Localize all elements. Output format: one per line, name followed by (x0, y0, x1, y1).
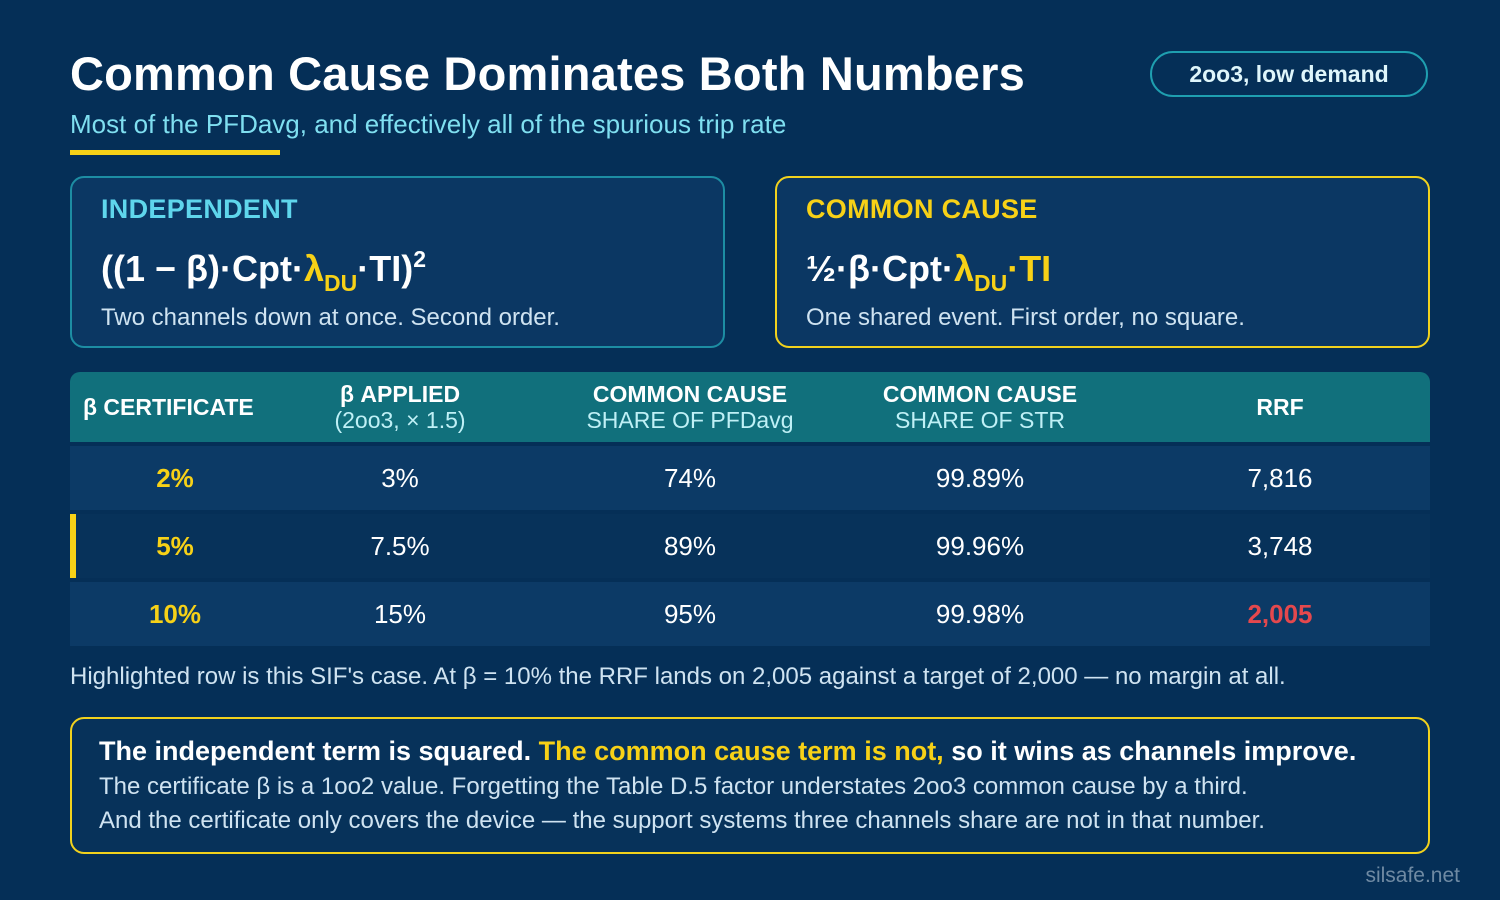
table-cell: 99.96% (935, 530, 1025, 561)
scenario-badge: 2oo3, low demand (1150, 51, 1428, 97)
common-cause-card: COMMON CAUSE ½·β·Cpt·λDU·TI One shared e… (775, 176, 1430, 348)
column-header-cc-str: COMMON CAUSE SHARE OF STR (882, 380, 1078, 433)
table-cell: 10% (148, 598, 202, 629)
common-cause-description: One shared event. First order, no square… (806, 304, 1245, 331)
table-cell: 2% (156, 462, 194, 493)
table-cell: 95% (663, 598, 717, 629)
table-cell: 15% (373, 598, 427, 629)
table-cell: 89% (663, 530, 717, 561)
lambda-symbol: λDU (303, 248, 358, 296)
independent-formula: ((1 − β)·Cpt·λDU·TI)2 (101, 246, 426, 296)
callout-lead: The independent term is squared. The com… (99, 736, 1357, 766)
table-cell: 74% (663, 462, 717, 493)
table-row-highlighted: 5% 7.5% 89% 99.96% 3,748 (70, 514, 1430, 578)
table-cell: 3% (381, 462, 419, 493)
common-cause-card-title: COMMON CAUSE (806, 194, 1038, 224)
page-title: Common Cause Dominates Both Numbers (70, 47, 1025, 100)
table-cell-warning: 2,005 (1247, 598, 1313, 629)
column-header-beta-certificate: β CERTIFICATE (83, 393, 254, 420)
table-cell: 7,816 (1247, 462, 1313, 493)
table-row: 2% 3% 74% 99.89% 7,816 (70, 446, 1430, 510)
independent-description: Two channels down at once. Second order. (101, 304, 560, 331)
table-cell: 5% (156, 530, 194, 561)
table-cell: 3,748 (1247, 530, 1313, 561)
title-underline (70, 150, 280, 155)
page-subtitle: Most of the PFDavg, and effectively all … (70, 109, 787, 139)
watermark: silsafe.net (1365, 864, 1460, 887)
table-row: 10% 15% 95% 99.98% 2,005 (70, 582, 1430, 646)
independent-card: INDEPENDENT ((1 − β)·Cpt·λDU·TI)2 Two ch… (70, 176, 725, 348)
table-cell: 99.89% (935, 462, 1025, 493)
callout-line-1: The certificate β is a 1oo2 value. Forge… (99, 773, 1248, 800)
column-header-beta-applied: β APPLIED (2oo3, × 1.5) (334, 380, 466, 433)
table-cell: 99.98% (935, 598, 1025, 629)
lambda-symbol: λDU (953, 248, 1008, 296)
independent-card-title: INDEPENDENT (101, 194, 298, 224)
common-cause-formula: ½·β·Cpt·λDU·TI (806, 248, 1052, 296)
column-header-cc-pfd: COMMON CAUSE SHARE OF PFDavg (586, 380, 794, 433)
table-note: Highlighted row is this SIF's case. At β… (70, 663, 1286, 690)
column-header-rrf: RRF (1256, 393, 1304, 420)
table-cell: 7.5% (370, 530, 430, 561)
beta-table: β CERTIFICATE β APPLIED (2oo3, × 1.5) CO… (70, 372, 1430, 646)
callout-line-2: And the certificate only covers the devi… (99, 807, 1265, 834)
table-header: β CERTIFICATE β APPLIED (2oo3, × 1.5) CO… (70, 372, 1430, 442)
row-highlight-marker (70, 514, 76, 578)
key-takeaway-callout: The independent term is squared. The com… (70, 717, 1430, 854)
